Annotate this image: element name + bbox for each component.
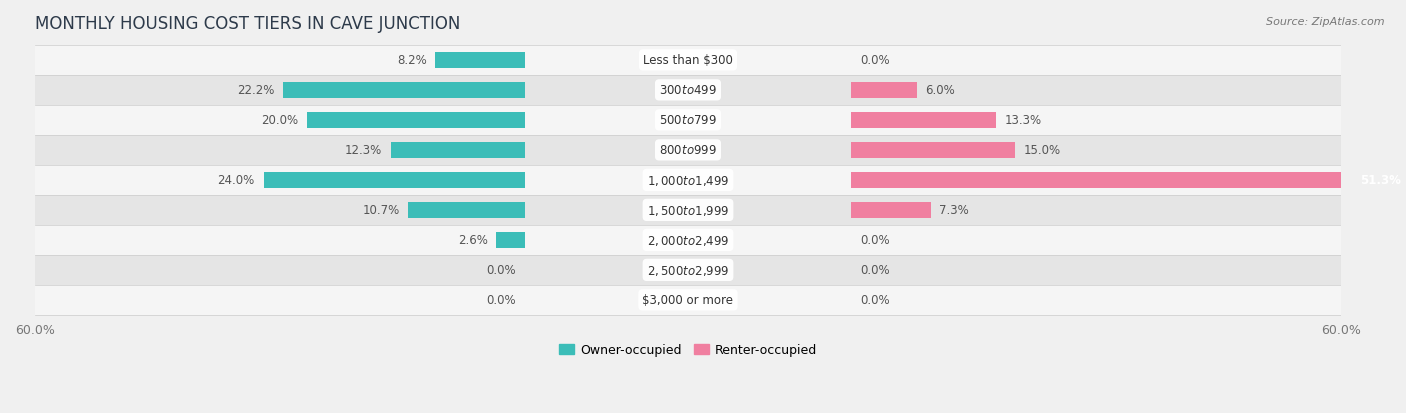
Text: 51.3%: 51.3%	[1360, 174, 1400, 187]
Text: 20.0%: 20.0%	[262, 114, 298, 127]
Text: $2,500 to $2,999: $2,500 to $2,999	[647, 263, 730, 277]
Text: 0.0%: 0.0%	[860, 54, 890, 67]
Text: 0.0%: 0.0%	[860, 294, 890, 306]
Text: 0.0%: 0.0%	[860, 264, 890, 277]
Bar	[35, 285, 1341, 315]
Bar	[496, 233, 524, 248]
Text: $300 to $499: $300 to $499	[659, 84, 717, 97]
Bar	[851, 173, 1406, 188]
Bar	[35, 135, 1341, 166]
Bar	[35, 225, 1341, 255]
Text: 2.6%: 2.6%	[458, 234, 488, 247]
Bar	[283, 83, 524, 98]
Bar	[851, 203, 931, 218]
Text: 12.3%: 12.3%	[344, 144, 382, 157]
Text: 22.2%: 22.2%	[238, 84, 274, 97]
Text: 10.7%: 10.7%	[363, 204, 399, 217]
Bar	[436, 53, 524, 69]
Text: 8.2%: 8.2%	[396, 54, 427, 67]
Bar	[307, 113, 524, 128]
Text: Source: ZipAtlas.com: Source: ZipAtlas.com	[1267, 17, 1385, 26]
Text: 0.0%: 0.0%	[486, 294, 516, 306]
Bar	[851, 83, 917, 98]
Bar	[35, 255, 1341, 285]
Bar	[35, 195, 1341, 225]
Bar	[35, 166, 1341, 195]
Legend: Owner-occupied, Renter-occupied: Owner-occupied, Renter-occupied	[554, 339, 823, 361]
Text: MONTHLY HOUSING COST TIERS IN CAVE JUNCTION: MONTHLY HOUSING COST TIERS IN CAVE JUNCT…	[35, 15, 460, 33]
Text: $2,000 to $2,499: $2,000 to $2,499	[647, 233, 730, 247]
Bar	[35, 76, 1341, 106]
Text: $3,000 or more: $3,000 or more	[643, 294, 734, 306]
Bar	[35, 106, 1341, 135]
Text: $500 to $799: $500 to $799	[659, 114, 717, 127]
Bar	[35, 46, 1341, 76]
Bar	[391, 143, 524, 158]
Text: 13.3%: 13.3%	[1005, 114, 1042, 127]
Bar	[263, 173, 524, 188]
Text: $800 to $999: $800 to $999	[659, 144, 717, 157]
Text: $1,000 to $1,499: $1,000 to $1,499	[647, 173, 730, 188]
Text: 15.0%: 15.0%	[1024, 144, 1060, 157]
Bar	[408, 203, 524, 218]
Text: 0.0%: 0.0%	[486, 264, 516, 277]
Text: Less than $300: Less than $300	[643, 54, 733, 67]
Text: 6.0%: 6.0%	[925, 84, 955, 97]
Bar	[851, 143, 1015, 158]
Text: 0.0%: 0.0%	[860, 234, 890, 247]
Text: 7.3%: 7.3%	[939, 204, 969, 217]
Text: $1,500 to $1,999: $1,500 to $1,999	[647, 203, 730, 217]
Text: 24.0%: 24.0%	[218, 174, 254, 187]
Bar	[851, 113, 995, 128]
